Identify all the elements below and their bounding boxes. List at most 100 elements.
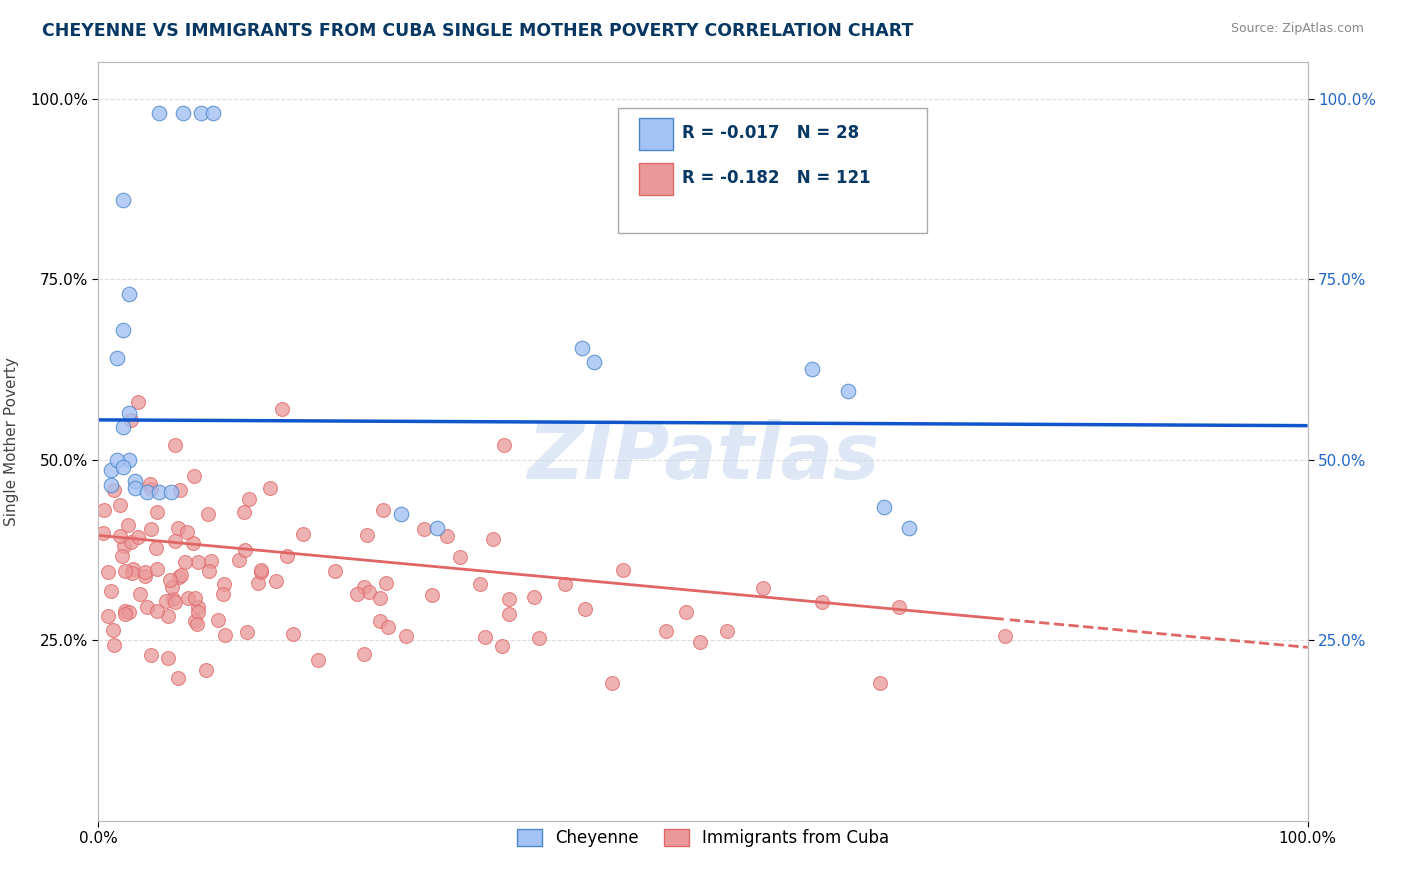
Point [202,106,225,120]
Point [124,475,146,489]
Point [135,599,157,614]
Point [122,562,145,576]
Point [233,504,256,518]
FancyBboxPatch shape [619,108,927,233]
Point [169,570,191,584]
Point [259,481,281,495]
Text: ZIPatlas: ZIPatlas [527,418,879,495]
Point [211,587,233,601]
Point [323,564,346,578]
Point [167,671,190,685]
Point [108,499,131,513]
Point [111,193,134,207]
Point [291,527,314,541]
Point [346,586,368,600]
Point [522,590,544,604]
Point [174,555,197,569]
Point [124,482,146,496]
Point [111,323,134,337]
Point [176,591,198,606]
Point [169,483,191,497]
Point [111,459,134,474]
Point [368,591,391,606]
Point [187,605,209,619]
Point [127,530,149,544]
Point [200,554,222,568]
Point [183,468,205,483]
Point [373,503,395,517]
Point [600,675,623,690]
Point [155,594,177,608]
Point [195,663,218,677]
Point [389,507,412,521]
Point [146,604,169,618]
Point [100,478,122,492]
Point [97,608,120,623]
Point [612,563,634,577]
Point [159,574,181,588]
Point [250,566,273,580]
Point [156,608,179,623]
Point [114,564,136,578]
Point [163,438,186,452]
Point [181,536,204,550]
Text: R = -0.182   N = 121: R = -0.182 N = 121 [682,169,872,187]
Point [420,588,443,602]
Point [134,566,156,580]
Point [554,576,576,591]
Point [811,595,834,609]
Point [716,624,738,639]
Point [112,539,135,553]
Point [214,628,236,642]
Point [103,638,125,652]
Point [474,630,496,644]
Point [498,607,520,621]
Point [111,549,134,564]
Point [160,485,183,500]
Point [751,582,773,596]
Point [103,624,125,638]
FancyBboxPatch shape [638,163,673,195]
Point [276,549,298,564]
Point [170,568,193,582]
Point [395,630,418,644]
Point [135,485,157,500]
Point [897,521,920,535]
Point [198,564,221,578]
Point [163,595,186,609]
Point [117,518,139,533]
Point [93,503,115,517]
Point [145,541,167,556]
Point [187,555,209,569]
Point [187,599,209,614]
Point [156,650,179,665]
Point [148,106,170,120]
Point [111,420,134,434]
Point [353,648,375,662]
Point [207,613,229,627]
Point [655,624,678,639]
Point [105,452,128,467]
Point [228,553,250,567]
Point [114,604,136,618]
Point [118,452,141,467]
Point [571,341,593,355]
Point [148,485,170,500]
Point [110,529,132,543]
Point [121,566,143,581]
Text: CHEYENNE VS IMMIGRANTS FROM CUBA SINGLE MOTHER POVERTY CORRELATION CHART: CHEYENNE VS IMMIGRANTS FROM CUBA SINGLE … [42,22,914,40]
Legend: Cheyenne, Immigrants from Cuba: Cheyenne, Immigrants from Cuba [510,822,896,854]
Point [197,507,219,521]
Point [105,351,128,366]
Point [186,616,208,631]
Point [837,384,859,398]
Point [120,534,142,549]
Point [184,614,207,628]
Point [118,605,141,619]
Point [238,491,260,506]
Point [162,591,184,606]
Point [118,286,141,301]
Point [184,591,207,605]
Point [167,521,190,535]
Point [100,463,122,477]
